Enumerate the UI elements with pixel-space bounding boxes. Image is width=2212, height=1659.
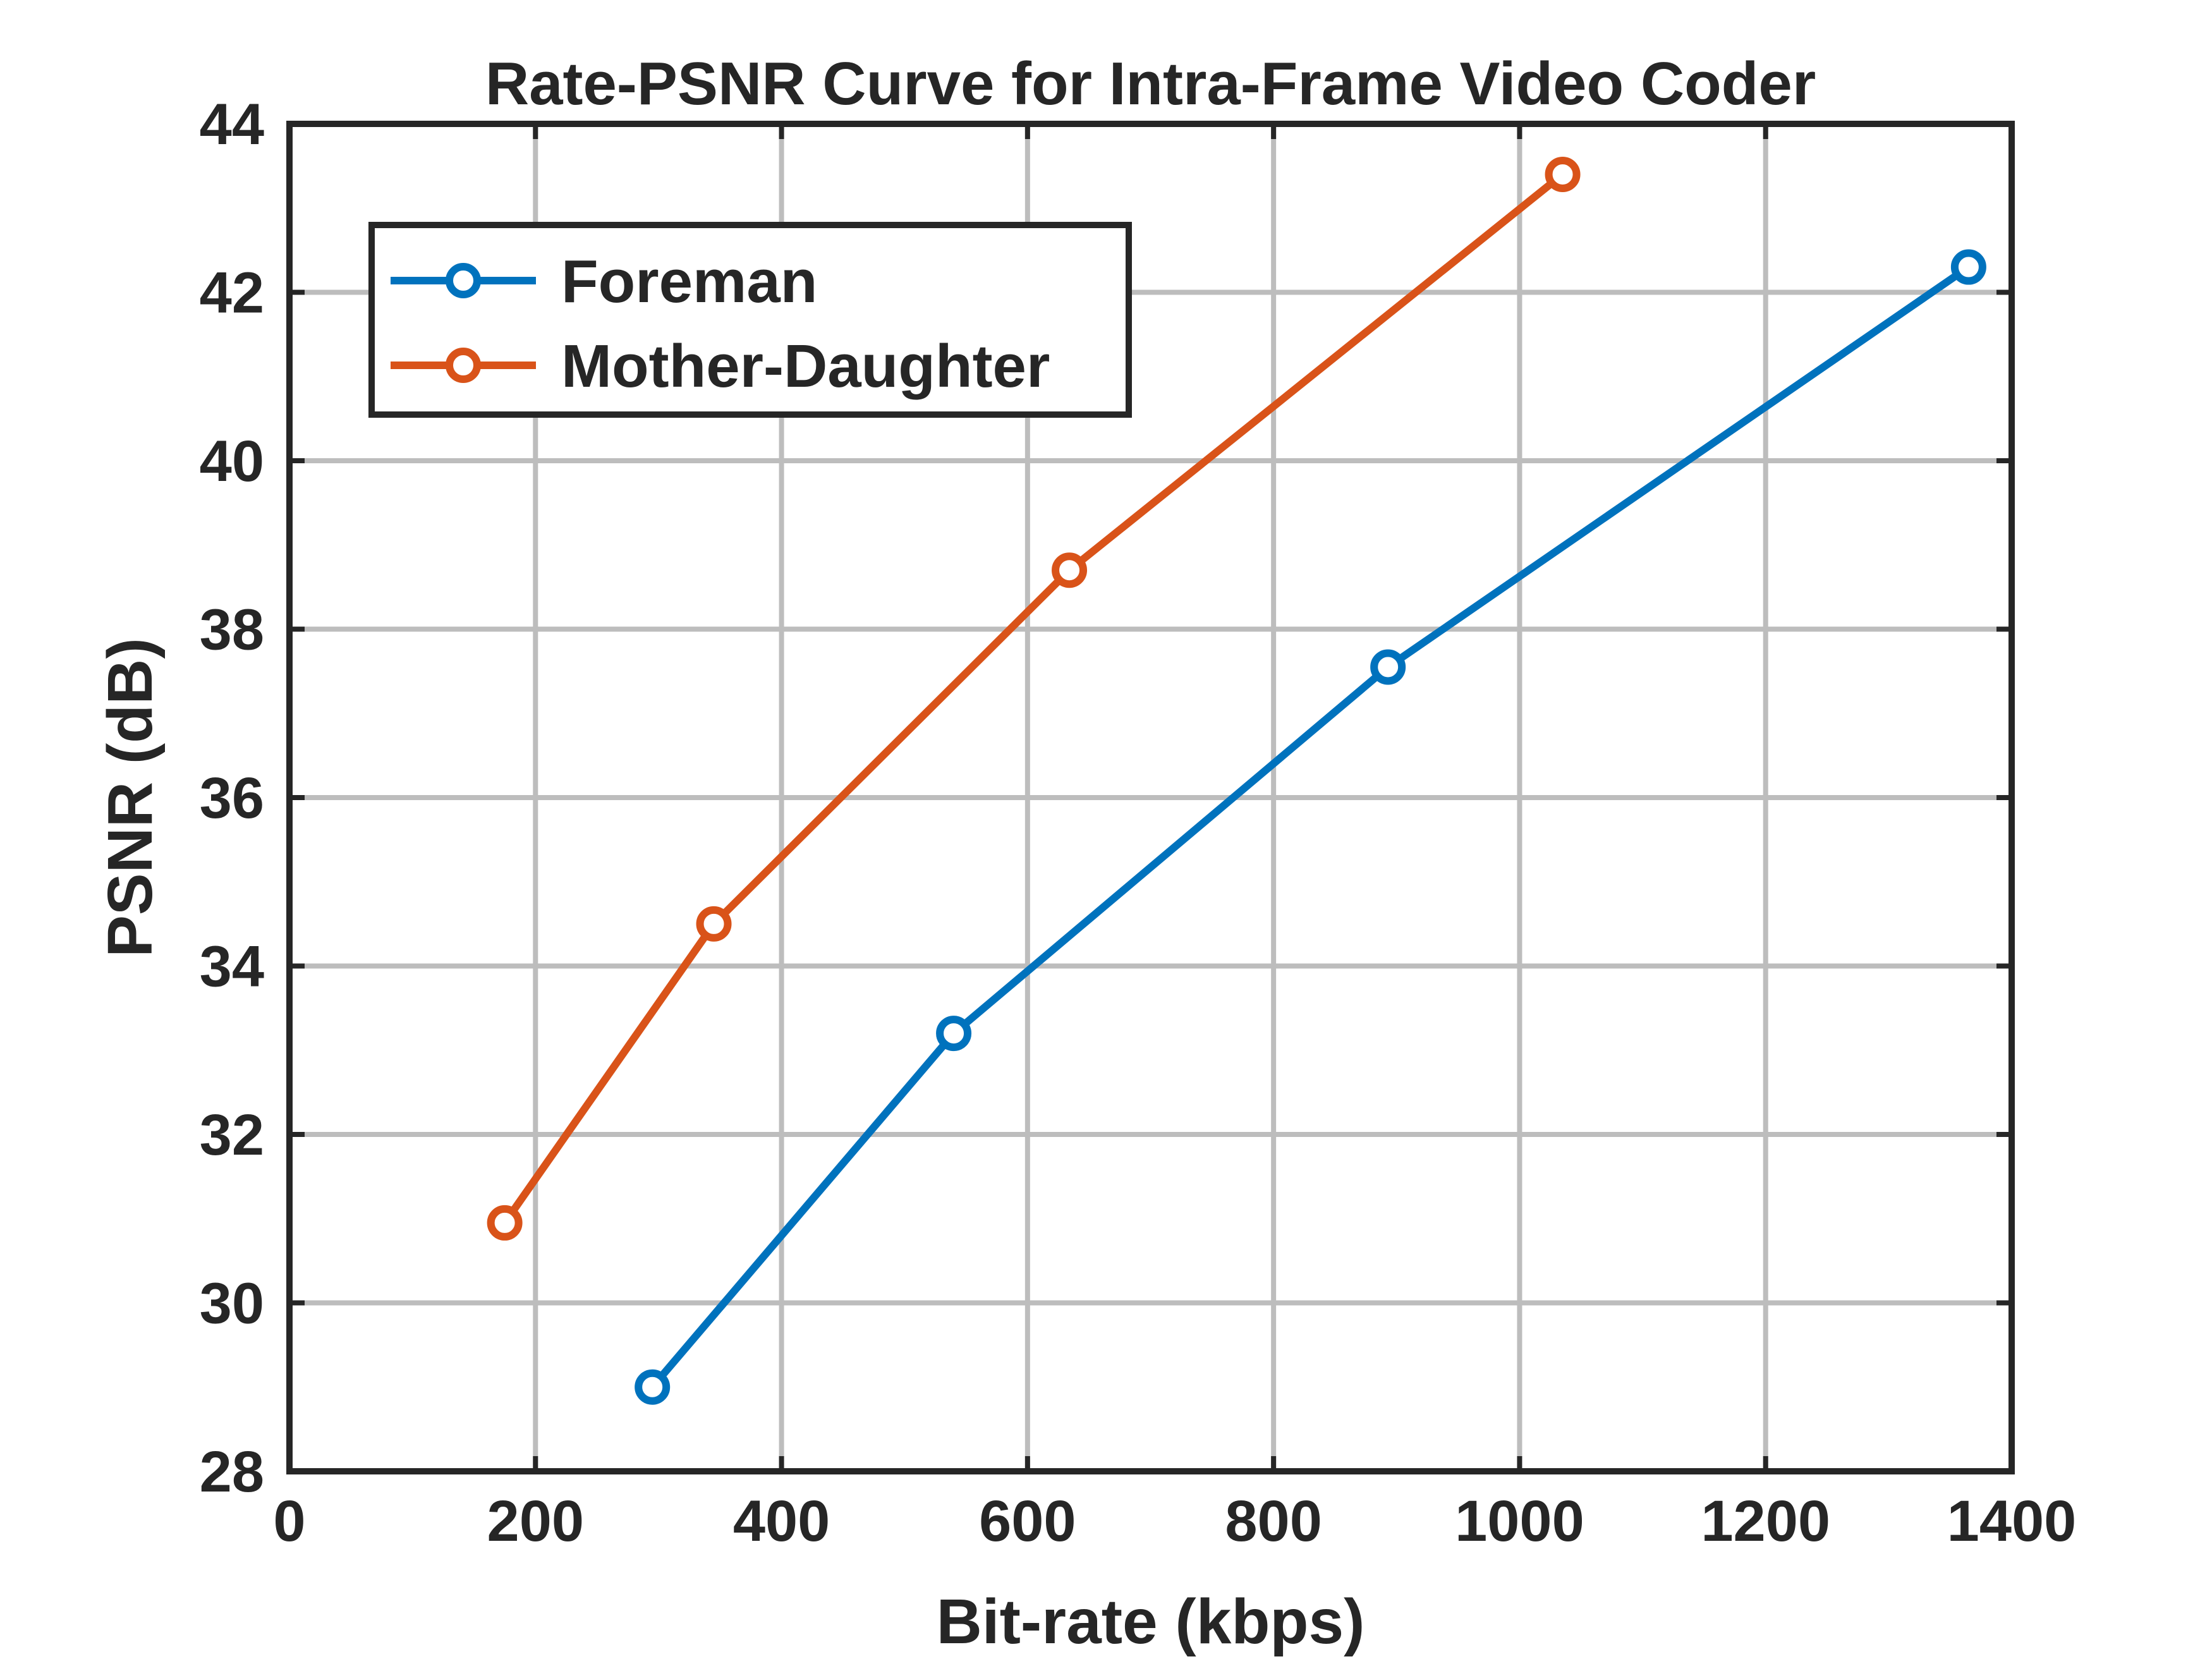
series-mother-daughter [487, 156, 1581, 1241]
y-tick-label: 34 [200, 935, 264, 999]
legend-marker-foreman [446, 263, 481, 298]
tick-labels: 0 200 400 600 800 1000 1200 1400 28 30 32 34 36 38 40 4… [200, 92, 2077, 1553]
data-point-mother-daughter [696, 906, 732, 942]
y-tick-label: 32 [200, 1103, 264, 1167]
series-line-mother-daughter [501, 170, 1567, 1227]
legend-label-mother-daughter: Mother-Daughter [561, 332, 1050, 400]
legend-box [368, 222, 1132, 418]
y-tick-label: 30 [200, 1272, 264, 1336]
y-tick-label: 36 [200, 766, 264, 830]
data-point-mother-daughter [1545, 156, 1581, 192]
legend-marker-mother-daughter [446, 348, 481, 383]
y-tick-label: 44 [200, 92, 264, 157]
x-tick-label: 400 [733, 1489, 830, 1553]
y-tick-label: 40 [200, 429, 264, 494]
data-point-foreman [1370, 649, 1406, 685]
data-point-mother-daughter [487, 1205, 523, 1241]
x-tick-label: 0 [273, 1489, 305, 1553]
series-layer [487, 156, 1986, 1405]
legend: Foreman Mother-Daughter [368, 222, 1132, 418]
series-line-foreman [648, 263, 1972, 1391]
x-tick-label: 800 [1225, 1489, 1322, 1553]
chart-title: Rate-PSNR Curve for Intra-Frame Video Co… [485, 50, 1816, 118]
ticks [287, 121, 2014, 1474]
x-tick-label: 1400 [1947, 1489, 2077, 1553]
x-tick-label: 1000 [1455, 1489, 1584, 1553]
data-point-foreman [1950, 249, 1986, 285]
legend-item-foreman: Foreman [391, 248, 817, 315]
legend-item-mother-daughter: Mother-Daughter [391, 332, 1050, 400]
series-foreman [635, 249, 1986, 1405]
y-tick-label: 28 [200, 1440, 264, 1504]
y-axis-label: PSNR (dB) [95, 638, 166, 957]
data-point-mother-daughter [1052, 552, 1088, 588]
y-tick-label: 42 [200, 261, 264, 325]
data-point-foreman [936, 1016, 972, 1052]
x-tick-label: 1200 [1701, 1489, 1830, 1553]
x-tick-label: 600 [979, 1489, 1076, 1553]
y-tick-label: 38 [200, 598, 264, 662]
x-axis-label: Bit-rate (kbps) [937, 1586, 1365, 1657]
legend-label-foreman: Foreman [561, 248, 817, 315]
x-tick-label: 200 [487, 1489, 585, 1553]
data-point-foreman [635, 1369, 671, 1405]
